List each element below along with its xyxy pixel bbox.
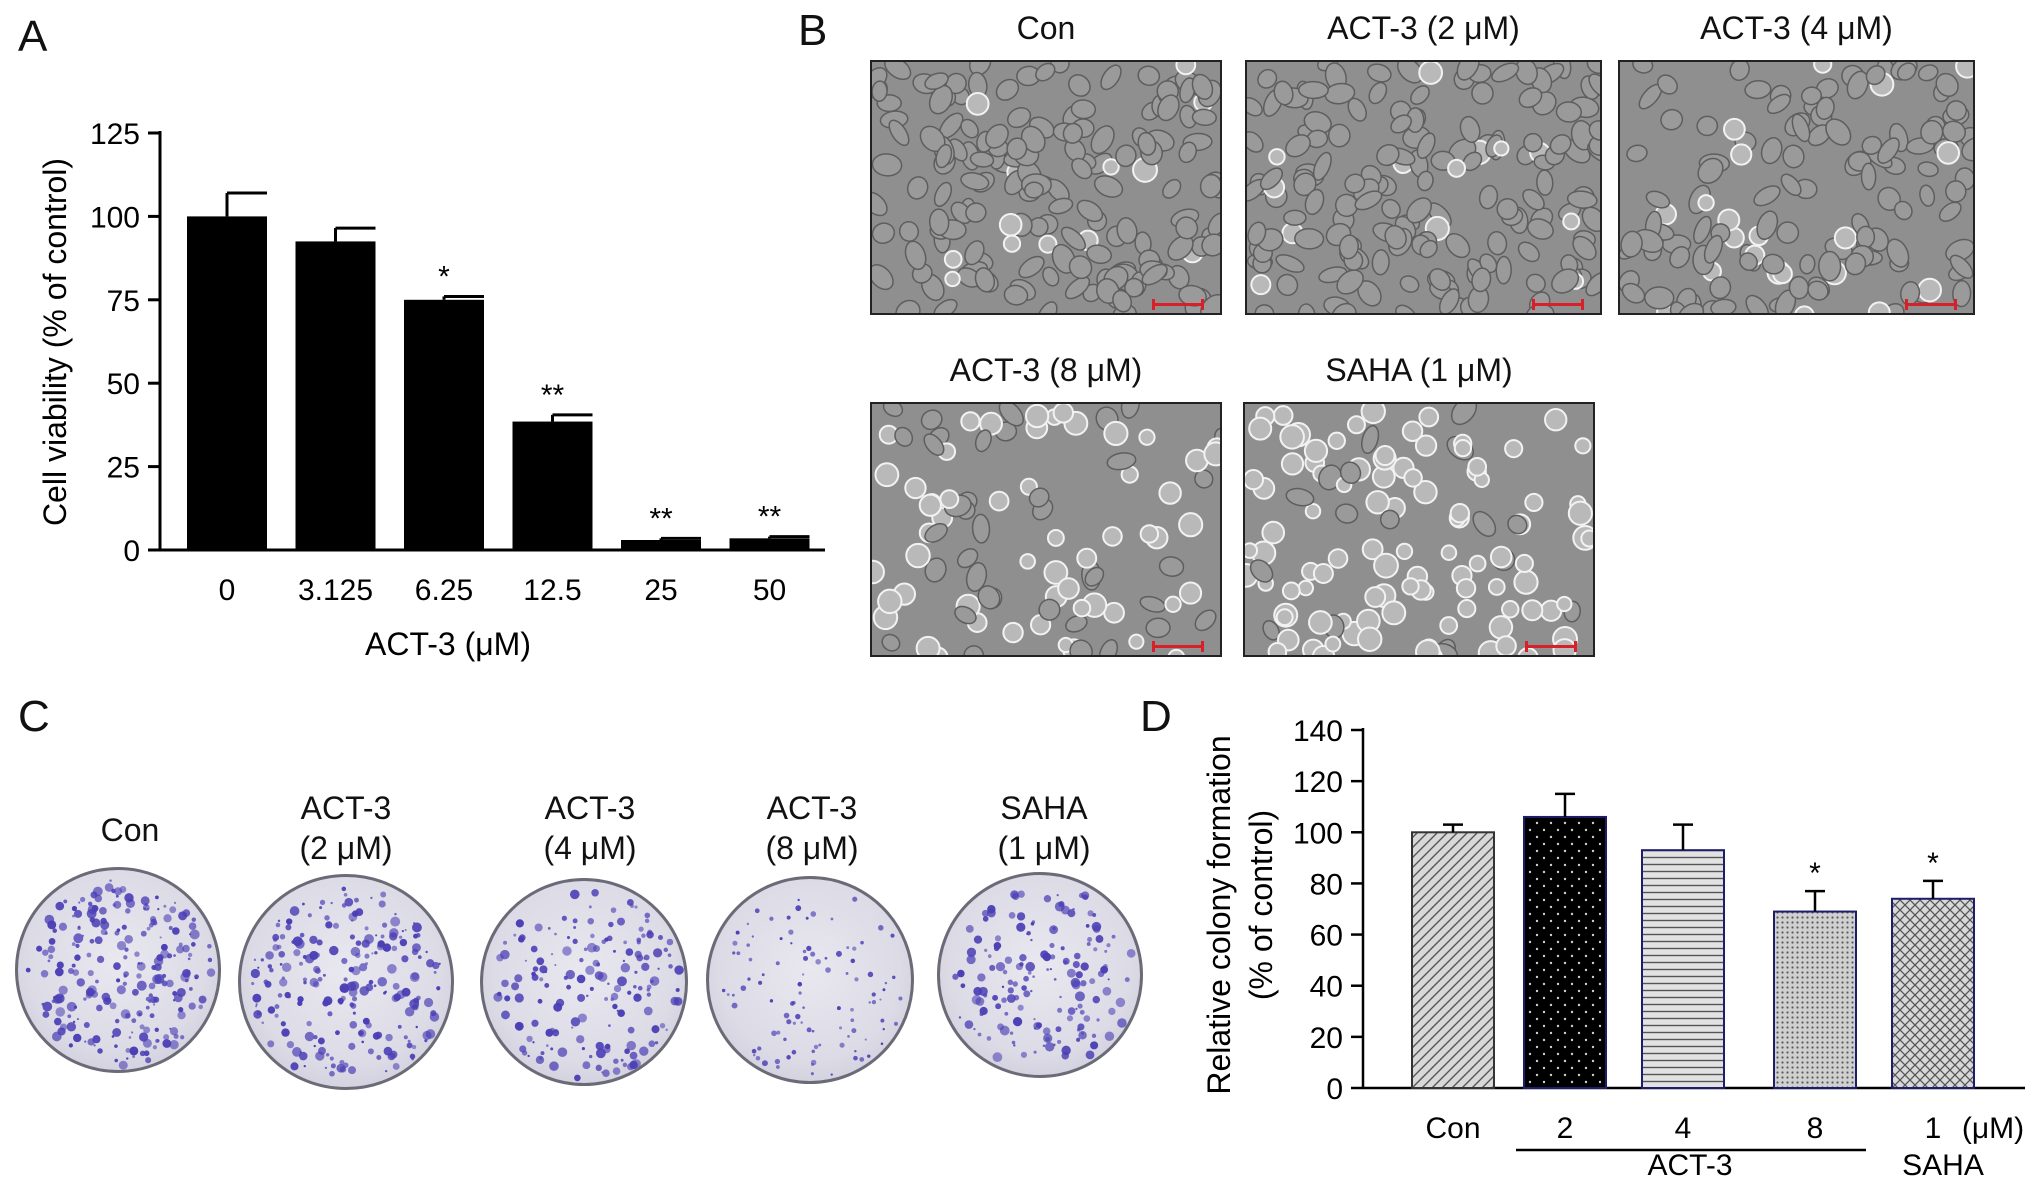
- micrograph-image: [870, 60, 1222, 315]
- micrograph-image: [1618, 60, 1975, 315]
- y-tick-label: 60: [1310, 920, 1343, 953]
- x-tick-label: 6.25: [415, 574, 473, 607]
- dish-label: ACT-3 (2 μM): [256, 788, 436, 868]
- bar-4: [1641, 849, 1725, 1090]
- scale-bar: [1152, 641, 1204, 652]
- dish-label-line1: ACT-3: [300, 790, 392, 826]
- dish-label-line1: ACT-3: [766, 790, 858, 826]
- dish-label-line2: (8 μM): [765, 830, 859, 866]
- significance-mark: **: [758, 501, 782, 534]
- dish-label: ACT-3 (4 μM): [500, 788, 680, 868]
- cell-texture: [872, 404, 1220, 655]
- y-tick-label: 0: [1326, 1073, 1343, 1106]
- y-tick-label: 140: [1293, 715, 1343, 748]
- y-axis-label-2: (% of control): [1243, 810, 1279, 1000]
- y-tick-label: 125: [90, 118, 140, 151]
- bar-25: [621, 539, 701, 550]
- y-tick-label: 75: [107, 285, 140, 318]
- cell-texture: [1620, 62, 1973, 313]
- panel-letter-c: C: [18, 692, 50, 741]
- y-axis-label: Cell viability (% of control): [37, 158, 73, 526]
- y-tick-label: 25: [107, 452, 140, 485]
- x-tick-label: 0: [219, 574, 236, 607]
- x-tick-label: 25: [644, 574, 677, 607]
- scale-bar: [1525, 641, 1577, 652]
- y-tick-label: 120: [1293, 766, 1343, 799]
- cell-texture: [1245, 404, 1593, 655]
- micrograph-image: [1245, 60, 1602, 315]
- bar-50: [729, 538, 810, 550]
- dish-label-line1: ACT-3: [544, 790, 636, 826]
- panel-letter-d: D: [1140, 692, 1172, 741]
- x-tick-label: Con: [1425, 1112, 1480, 1145]
- significance-mark: **: [649, 502, 673, 535]
- bar-8: [1773, 910, 1857, 1089]
- x-tick-label: 50: [753, 574, 786, 607]
- bar-12.5: [512, 421, 593, 550]
- x-tick-label: 1: [1925, 1112, 1942, 1145]
- panel-letter-b: B: [798, 6, 828, 55]
- culture-dish: [480, 878, 688, 1086]
- micrograph-title: SAHA (1 μM): [1325, 352, 1513, 388]
- y-tick-label: 20: [1310, 1022, 1343, 1055]
- significance-mark: *: [1809, 857, 1821, 890]
- x-tick-label: 4: [1675, 1112, 1692, 1145]
- dish-label: Con: [40, 810, 220, 850]
- y-tick-label: 80: [1310, 868, 1343, 901]
- bar-2: [1523, 815, 1607, 1089]
- y-tick-label: 50: [107, 368, 140, 401]
- culture-dish: [238, 874, 454, 1090]
- colony-dots: [952, 890, 1136, 1063]
- scale-bar: [1532, 299, 1584, 310]
- significance-mark: *: [1927, 847, 1939, 880]
- x-tick-label: 8: [1807, 1112, 1824, 1145]
- dish-label-line1: SAHA: [1000, 790, 1088, 826]
- dish-label-line2: (1 μM): [997, 830, 1091, 866]
- x-tick-label: 2: [1557, 1112, 1574, 1145]
- bar-1: [1891, 897, 1975, 1089]
- cell-texture: [872, 62, 1220, 313]
- cell-texture: [1247, 62, 1600, 313]
- colony-dots: [493, 888, 684, 1082]
- colony-dots: [721, 896, 903, 1076]
- colony-dots: [250, 886, 441, 1077]
- micrograph-title: ACT-3 (8 μM): [949, 352, 1143, 388]
- x-tick-label: 12.5: [523, 574, 581, 607]
- bar-0: [187, 216, 267, 550]
- culture-dish: [706, 876, 914, 1084]
- micrograph-image: [870, 402, 1222, 657]
- colony-dots: [25, 879, 216, 1070]
- scale-bar: [1152, 299, 1204, 310]
- dish-label: SAHA (1 μM): [954, 788, 1134, 868]
- culture-dish: [15, 867, 221, 1073]
- y-tick-label: 40: [1310, 971, 1343, 1004]
- micrograph-title: ACT-3 (4 μM): [1700, 10, 1893, 46]
- culture-dish: [937, 872, 1143, 1078]
- x-tick-label: 3.125: [298, 574, 373, 607]
- micrograph-title: Con: [1016, 10, 1076, 46]
- y-tick-label: 100: [1293, 817, 1343, 850]
- y-tick-label: 0: [123, 535, 140, 568]
- significance-mark: **: [541, 379, 565, 412]
- bar-3.125: [295, 241, 376, 551]
- group-label: SAHA: [1902, 1149, 1984, 1182]
- dish-label-line1: Con: [100, 812, 160, 848]
- dish-label-line2: (4 μM): [543, 830, 637, 866]
- unit-label: (μM): [1962, 1112, 2024, 1145]
- micrograph-image: [1243, 402, 1595, 657]
- x-axis-label: ACT-3 (μM): [365, 626, 531, 662]
- significance-mark: *: [438, 260, 450, 293]
- dish-label: ACT-3 (8 μM): [722, 788, 902, 868]
- dish-label-line2: (2 μM): [299, 830, 393, 866]
- micrograph-title: ACT-3 (2 μM): [1327, 10, 1520, 46]
- group-label: ACT-3: [1647, 1149, 1732, 1182]
- panel-letter-a: A: [18, 12, 48, 61]
- scale-bar: [1905, 299, 1957, 310]
- y-axis-label: Relative colony formation: [1201, 735, 1237, 1094]
- y-tick-label: 100: [90, 201, 140, 234]
- bar-6.25: [404, 299, 484, 550]
- bar-Con: [1411, 831, 1495, 1089]
